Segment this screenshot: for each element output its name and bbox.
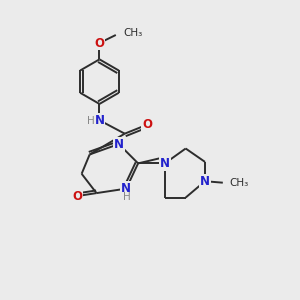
- Text: N: N: [160, 157, 170, 170]
- Text: N: N: [94, 114, 104, 127]
- Text: CH₃: CH₃: [230, 178, 249, 188]
- Text: N: N: [121, 182, 131, 195]
- Text: O: O: [72, 190, 82, 202]
- Text: O: O: [142, 118, 152, 131]
- Text: H: H: [123, 192, 131, 202]
- Text: N: N: [200, 175, 210, 188]
- Text: H: H: [87, 116, 95, 126]
- Text: CH₃: CH₃: [123, 28, 142, 38]
- Text: N: N: [114, 138, 124, 151]
- Text: O: O: [94, 37, 104, 50]
